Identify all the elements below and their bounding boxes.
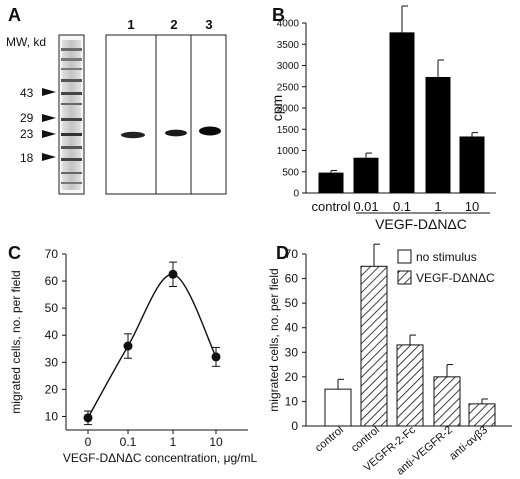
panel-b-x-tick-label: 0.1 bbox=[393, 199, 411, 214]
panel-c-points bbox=[83, 261, 221, 426]
legend-vegf: VEGF-DΔNΔC bbox=[416, 271, 495, 285]
mw-marker-18: 18 bbox=[20, 151, 56, 165]
panel-c-label: C bbox=[8, 243, 21, 263]
panel-d-y-tick-label: 30 bbox=[285, 345, 299, 359]
lane-label-2: 2 bbox=[170, 17, 177, 32]
panel-b-y-tick-label: 0 bbox=[293, 189, 299, 200]
lane-label-1: 1 bbox=[127, 17, 134, 32]
panel-b-y-tick-label: 1000 bbox=[277, 146, 300, 157]
panel-d-bar bbox=[324, 388, 352, 427]
panel-d-x-tick-label: anti-αvβ3 bbox=[447, 424, 490, 463]
ladder-bands bbox=[61, 40, 82, 190]
panel-d-y-tick-label: 10 bbox=[285, 394, 299, 408]
panel-c-y-tick-label: 40 bbox=[45, 328, 59, 342]
panel-d-bars bbox=[324, 243, 496, 427]
panel-a-label: A bbox=[8, 5, 21, 25]
panel-b-y-tick-label: 1500 bbox=[277, 125, 300, 136]
panel-c-x-tick-label: 0.1 bbox=[120, 435, 137, 449]
panel-d-bar bbox=[433, 376, 461, 427]
mw-marker-29: 29 bbox=[20, 111, 56, 125]
gel-frame bbox=[105, 34, 227, 195]
lane-label-3: 3 bbox=[205, 17, 212, 32]
panel-b-y-tick-label: 4000 bbox=[277, 19, 300, 30]
panel-d-y-tick-label: 40 bbox=[285, 321, 299, 335]
panel-d-label: D bbox=[276, 243, 289, 263]
panel-b-y-ticks: 0 500 1000 1500 2000 2500 3000 3500 4000 bbox=[277, 19, 306, 200]
panel-b-y-tick-label: 2500 bbox=[277, 82, 300, 93]
panel-d-x-tick-label: control bbox=[349, 424, 382, 454]
panel-c-y-tick-label: 70 bbox=[45, 247, 59, 261]
panel-b-y-tick-label: 3000 bbox=[277, 61, 300, 72]
svg-text:43: 43 bbox=[20, 86, 34, 100]
panel-d-x-labels: control controlVEGFR-2-Fcanti-VEGFR-2anti… bbox=[313, 424, 490, 478]
panel-d-bar bbox=[396, 344, 424, 427]
mw-marker-23: 23 bbox=[20, 127, 56, 141]
gel-band-lane-3 bbox=[199, 126, 221, 136]
panel-c-point bbox=[123, 341, 133, 351]
panel-b-label: B bbox=[272, 5, 285, 25]
legend-no-stimulus: no stimulus bbox=[416, 250, 477, 264]
legend-swatch-hatched bbox=[397, 270, 412, 285]
panel-b-y-tick-label: 500 bbox=[282, 167, 299, 178]
panel-c-x-tick-label: 0 bbox=[85, 435, 92, 449]
panel-c-y-tick-label: 20 bbox=[45, 382, 59, 396]
panel-d-bar bbox=[360, 265, 388, 427]
panel-c-point bbox=[211, 352, 221, 362]
panel-b-y-label: cpm bbox=[269, 95, 285, 121]
svg-text:23: 23 bbox=[20, 127, 34, 141]
panel-d-y-tick-label: 60 bbox=[285, 272, 299, 286]
panel-b-x-labels: control 0.01 0.1 1 10 bbox=[311, 199, 479, 214]
panel-c-y-tick-label: 50 bbox=[45, 301, 59, 315]
panel-c-point bbox=[83, 413, 93, 423]
mw-marker-43: 43 bbox=[20, 86, 56, 100]
panel-c-y-tick-label: 30 bbox=[45, 355, 59, 369]
panel-c-x-ticks: 0 0.1 1 10 bbox=[85, 430, 223, 449]
panel-c-y-tick-label: 60 bbox=[45, 274, 59, 288]
panel-c: C 10 20 30 40 50 60 70 0 0.1 1 10 migrated cells,… bbox=[8, 243, 257, 465]
panel-d-legend: no stimulus VEGF-DΔNΔC bbox=[397, 249, 495, 285]
panel-d-y-tick-label: 0 bbox=[291, 419, 298, 433]
panel-d-bar bbox=[468, 403, 496, 427]
panel-b-bar bbox=[389, 32, 415, 193]
panel-b-x-tick-label: 10 bbox=[465, 199, 479, 214]
panel-d-y-ticks: 0 10 20 30 40 50 60 70 bbox=[285, 247, 306, 433]
panel-b-x-tick-label: 1 bbox=[434, 199, 441, 214]
panel-c-y-ticks: 10 20 30 40 50 60 70 bbox=[45, 247, 66, 423]
panel-c-x-tick-label: 10 bbox=[209, 435, 223, 449]
panel-a: A MW, kd 43 29 bbox=[6, 5, 227, 195]
mw-header: MW, kd bbox=[6, 35, 46, 49]
panel-b-bar bbox=[459, 136, 485, 193]
svg-text:18: 18 bbox=[20, 151, 34, 165]
panel-d-x-tick-label: control bbox=[313, 424, 346, 454]
panel-b-y-tick-label: 2000 bbox=[277, 104, 300, 115]
panel-b: B 0 500 1000 1500 2000 2500 3000 3500 4000 cpm c… bbox=[269, 5, 496, 232]
panel-d-y-tick-label: 20 bbox=[285, 370, 299, 384]
panel-b-bar bbox=[425, 76, 451, 193]
panel-c-y-tick-label: 10 bbox=[45, 409, 59, 423]
panel-d-y-label: migrated cells, no. per field bbox=[267, 268, 281, 411]
panel-b-bar bbox=[318, 172, 344, 193]
panel-c-curve bbox=[87, 273, 217, 419]
panel-c-y-label: migrated cells, no. per field bbox=[9, 270, 23, 413]
svg-text:29: 29 bbox=[20, 111, 34, 125]
panel-d-y-tick-label: 50 bbox=[285, 296, 299, 310]
panel-c-point bbox=[168, 269, 178, 279]
legend-swatch-open bbox=[397, 249, 412, 264]
panel-d: D 0 10 20 30 40 50 60 70 migrated cells, no. pe… bbox=[267, 243, 512, 478]
panel-b-group-label: VEGF-DΔNΔC bbox=[375, 216, 467, 232]
panel-c-x-tick-label: 1 bbox=[170, 435, 177, 449]
panel-b-bar bbox=[353, 157, 379, 193]
gel-band-lane-2 bbox=[165, 129, 187, 137]
panel-b-bars bbox=[318, 5, 485, 193]
panel-b-x-tick-label: 0.01 bbox=[353, 199, 378, 214]
panel-c-x-label: VEGF-DΔNΔC concentration, μg/mL bbox=[63, 451, 258, 465]
gel-band-lane-1 bbox=[121, 131, 145, 139]
panel-b-x-tick-label: control bbox=[311, 199, 350, 214]
panel-d-y-tick-label: 70 bbox=[285, 247, 299, 261]
panel-b-y-tick-label: 3500 bbox=[277, 40, 300, 51]
